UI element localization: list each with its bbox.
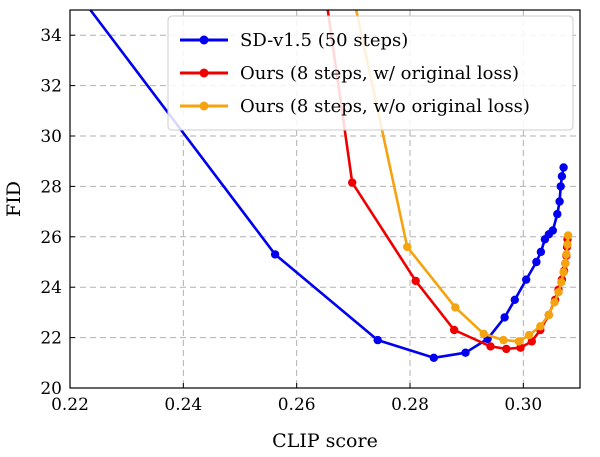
y-axis-label: FID (3, 181, 25, 217)
legend: SD-v1.5 (50 steps) Ours (8 steps, w/ ori… (167, 15, 574, 131)
data-point (536, 247, 546, 257)
legend-marker-ours-wo (199, 101, 209, 111)
data-point (522, 275, 531, 284)
data-point (510, 295, 519, 304)
data-point (450, 325, 459, 335)
data-point (544, 310, 553, 320)
data-point (550, 298, 559, 307)
plot-frame (69, 9, 581, 389)
data-point (553, 209, 562, 219)
data-point (563, 231, 573, 240)
data-point (502, 344, 511, 354)
legend-label-sd: SD-v1.5 (50 steps) (240, 30, 408, 51)
x-tick-label: 0.30 (504, 395, 542, 415)
series-0 (89, 10, 568, 362)
x-tick-label: 0.28 (391, 395, 429, 415)
data-point (532, 257, 541, 267)
data-point (516, 343, 525, 352)
x-tick-label: 0.26 (278, 395, 316, 415)
x-tick-label: 0.22 (51, 395, 89, 415)
data-point (451, 303, 460, 312)
data-point (270, 250, 280, 259)
y-tick-label: 22 (40, 329, 62, 349)
legend-label-ours-wo: Ours (8 steps, w/o original loss) (240, 96, 530, 117)
legend-entry: Ours (8 steps, w/o original loss) (180, 96, 530, 117)
data-point (548, 226, 557, 235)
data-point (429, 353, 438, 362)
data-point (479, 329, 488, 338)
legend-marker-ours-w (199, 68, 209, 78)
data-point (563, 240, 572, 249)
data-point (562, 250, 571, 259)
data-point (373, 335, 382, 345)
y-tick-label: 30 (40, 127, 62, 147)
data-point (499, 335, 508, 345)
ticks: 0.22 0.24 0.26 0.28 0.30 20 22 24 26 28 30 32 34 (40, 26, 542, 415)
y-tick-label: 26 (40, 228, 62, 248)
data-point (554, 288, 563, 297)
data-point (403, 242, 412, 252)
series-2 (354, 10, 573, 346)
x-tick-label: 0.24 (164, 395, 202, 415)
data-point (514, 337, 523, 346)
data-point (348, 178, 357, 187)
data-point (556, 182, 565, 191)
data-point (536, 322, 545, 331)
data-point (559, 267, 568, 277)
data-point (559, 163, 568, 172)
series-group (89, 10, 573, 362)
data-point (411, 276, 420, 286)
data-point (555, 197, 564, 206)
data-point (561, 259, 570, 268)
legend-marker-sd (199, 35, 209, 45)
y-tick-label: 20 (40, 379, 62, 399)
y-tick-label: 28 (40, 177, 62, 197)
data-point (461, 348, 470, 357)
legend-box (167, 15, 574, 131)
data-point (527, 337, 536, 346)
data-point (486, 342, 495, 351)
x-axis-label: CLIP score (272, 430, 378, 452)
data-point (524, 330, 534, 340)
y-tick-label: 32 (40, 77, 62, 97)
y-tick-label: 34 (40, 26, 62, 46)
data-point (557, 172, 567, 181)
legend-label-ours-w: Ours (8 steps, w/ original loss) (240, 63, 519, 84)
y-tick-label: 24 (40, 278, 62, 298)
legend-entry: Ours (8 steps, w/ original loss) (180, 63, 519, 84)
legend-entry: SD-v1.5 (50 steps) (180, 30, 408, 51)
data-point (557, 278, 566, 287)
data-point (500, 313, 509, 322)
